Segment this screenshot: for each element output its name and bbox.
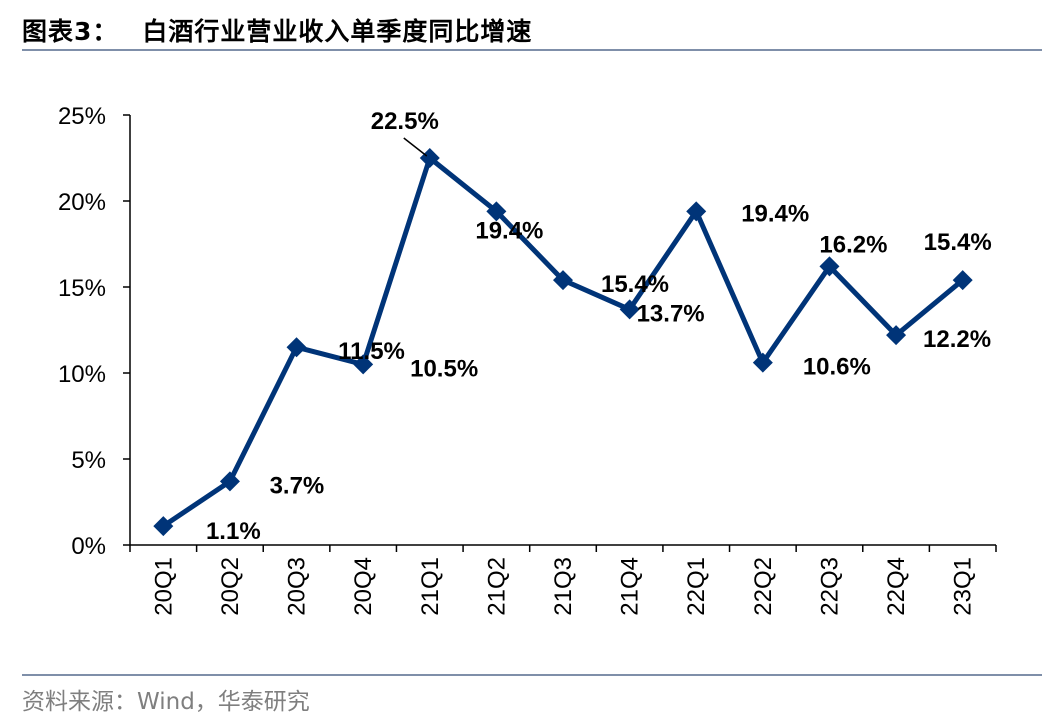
data-label: 19.4% — [741, 200, 809, 227]
x-tick-label: 22Q1 — [683, 557, 710, 616]
data-label: 15.4% — [924, 229, 992, 256]
chart-title: 图表3： 白酒行业营业收入单季度同比增速 — [22, 12, 532, 48]
data-label: 13.7% — [637, 300, 705, 327]
y-tick-label: 20% — [58, 189, 106, 216]
x-tick-label: 21Q3 — [550, 557, 577, 616]
x-tick-label: 20Q4 — [350, 557, 377, 616]
leader-line — [403, 137, 428, 157]
top-divider — [22, 49, 1042, 51]
bottom-divider — [22, 674, 1042, 676]
data-point-marker — [353, 354, 374, 375]
data-label: 10.5% — [410, 355, 478, 382]
x-tick-label: 22Q2 — [750, 557, 777, 616]
x-tick-label: 20Q2 — [217, 557, 244, 616]
data-point-marker — [619, 299, 640, 320]
y-tick-label: 5% — [71, 447, 106, 474]
data-point-marker — [819, 256, 840, 277]
data-label: 1.1% — [206, 518, 261, 545]
line-chart: 0% 5% 10% 15% 20% 25% 20Q1 20Q2 20Q3 20Q4 21Q1 21Q… — [58, 103, 997, 616]
x-tick-labels: 20Q1 20Q2 20Q3 20Q4 21Q1 21Q2 21Q3 21Q4 22Q1 22Q2… — [150, 557, 976, 616]
data-point-marker — [752, 352, 773, 373]
x-tick-label: 22Q4 — [883, 557, 910, 616]
series-markers — [153, 148, 973, 537]
data-point-marker — [952, 270, 973, 291]
data-label: 22.5% — [371, 108, 439, 135]
data-label: 10.6% — [803, 354, 871, 381]
data-point-marker — [219, 471, 240, 492]
figure-label: 图表3： — [22, 17, 119, 46]
x-tick-label: 21Q4 — [617, 557, 644, 616]
y-tick-label: 10% — [58, 361, 106, 388]
data-point-marker — [886, 325, 907, 346]
data-point-marker — [419, 148, 440, 168]
data-label: 12.2% — [923, 326, 991, 353]
data-label: 15.4% — [601, 271, 669, 298]
data-label: 11.5% — [338, 338, 405, 365]
x-tick-label: 21Q1 — [417, 557, 444, 616]
source-note: 资料来源：Wind，华泰研究 — [22, 689, 310, 715]
x-tick-label: 23Q1 — [950, 557, 977, 616]
y-tick-labels: 0% 5% 10% 15% 20% 25% — [58, 103, 106, 560]
data-point-marker — [153, 516, 174, 537]
y-tick-label: 25% — [58, 103, 106, 130]
x-tick-label: 21Q2 — [483, 557, 510, 616]
series-line — [161, 155, 965, 529]
data-point-marker — [286, 337, 307, 358]
data-labels: 1.1%3.7%11.5%10.5%22.5%19.4%15.4%13.7%19… — [206, 108, 992, 545]
x-tick-label: 22Q3 — [816, 557, 843, 616]
y-tick-label: 15% — [58, 275, 106, 302]
x-tick-label: 20Q1 — [150, 557, 177, 616]
chart-axes — [123, 114, 997, 552]
data-point-marker — [486, 201, 507, 222]
data-label: 19.4% — [475, 217, 543, 244]
x-tick-label: 20Q3 — [284, 557, 311, 616]
data-label: 3.7% — [270, 472, 325, 499]
y-tick-label: 0% — [71, 533, 106, 560]
data-point-marker — [686, 201, 707, 222]
data-label: 16.2% — [819, 231, 887, 258]
data-point-marker — [553, 270, 573, 291]
figure-title: 白酒行业营业收入单季度同比增速 — [142, 17, 533, 46]
